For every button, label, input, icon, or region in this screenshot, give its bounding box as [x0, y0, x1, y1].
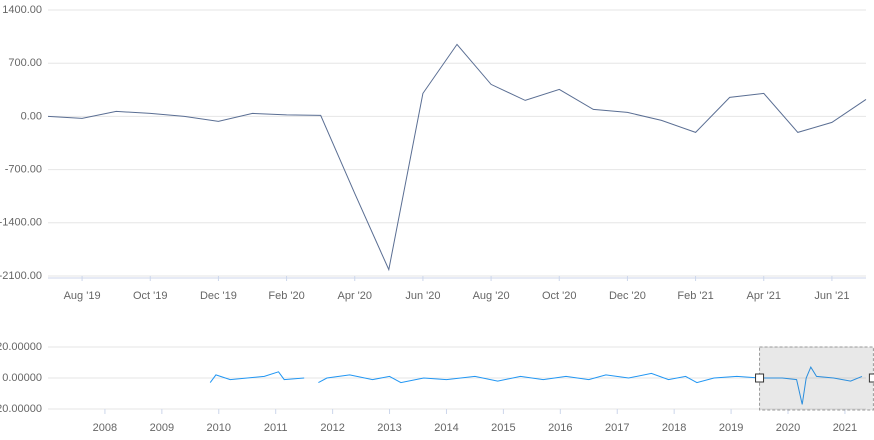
- navigator-handle[interactable]: [755, 373, 765, 383]
- series-line: [47, 43, 867, 272]
- x-tick-label: 2012: [320, 422, 344, 434]
- y-tick-label: 1400.00: [2, 4, 42, 16]
- y-tick-label: 0.00000: [2, 372, 42, 384]
- x-tick-label: Aug '20: [473, 290, 510, 302]
- x-tick-label: Oct '20: [542, 290, 577, 302]
- x-tick-label: 2013: [377, 422, 401, 434]
- x-tick-label: 2017: [605, 422, 629, 434]
- x-tick-label: 2008: [93, 422, 117, 434]
- navigator-selection[interactable]: [759, 346, 874, 411]
- y-tick-label: 20.00000: [0, 341, 42, 353]
- x-tick-label: Jun '21: [814, 290, 849, 302]
- x-tick-label: 2019: [719, 422, 743, 434]
- y-tick-label: -20.00000: [0, 403, 42, 415]
- x-tick-label: 2009: [150, 422, 174, 434]
- x-tick-label: 2021: [833, 422, 857, 434]
- x-tick-label: 2011: [264, 422, 288, 434]
- y-tick-label: -2100.00: [0, 270, 42, 282]
- navigator-handle[interactable]: [868, 373, 874, 383]
- x-tick-label: Feb '20: [268, 290, 304, 302]
- y-tick-label: -700.00: [5, 164, 42, 176]
- x-tick-label: 2018: [662, 422, 686, 434]
- x-tick-label: 2020: [776, 422, 800, 434]
- y-tick-label: 0.00: [21, 110, 42, 122]
- y-tick-label: 700.00: [8, 57, 42, 69]
- series-line: [209, 366, 863, 405]
- x-tick-label: 2016: [548, 422, 572, 434]
- x-tick-label: 2014: [434, 422, 458, 434]
- y-tick-label: -1400.00: [0, 217, 42, 229]
- x-tick-label: Apr '21: [746, 290, 781, 302]
- x-tick-label: Jun '20: [405, 290, 440, 302]
- x-tick-label: Aug '19: [64, 290, 101, 302]
- x-tick-label: Oct '19: [133, 290, 168, 302]
- x-tick-label: Apr '20: [337, 290, 372, 302]
- x-tick-label: 2015: [491, 422, 515, 434]
- x-tick-label: Feb '21: [677, 290, 713, 302]
- x-tick-label: 2010: [207, 422, 231, 434]
- x-tick-label: Dec '20: [609, 290, 646, 302]
- x-tick-label: Dec '19: [200, 290, 237, 302]
